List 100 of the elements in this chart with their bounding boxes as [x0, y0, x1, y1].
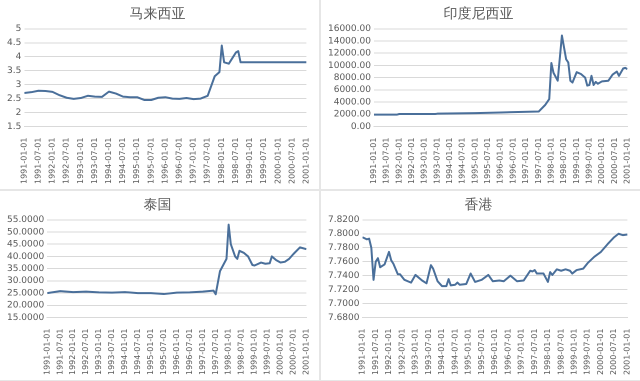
y-tick-label: 16000.00 — [328, 24, 372, 34]
x-tick-label: 1996-07-01 — [503, 328, 512, 376]
x-tick-label: 2001-01-01 — [622, 138, 632, 184]
x-tick-label: 1992-01-01 — [68, 328, 78, 376]
chart-title: 泰国 — [144, 197, 172, 214]
y-tick-label: 55.0000 — [7, 215, 44, 226]
x-tick-label: 1995-01-01 — [146, 328, 155, 376]
y-tick-label: 0.00 — [350, 122, 372, 132]
x-tick-label: 1994-07-01 — [118, 138, 128, 184]
x-tick-label: 1992-07-01 — [397, 328, 406, 376]
y-tick-label: 30.0000 — [7, 276, 44, 286]
x-tick-label: 1993-01-01 — [94, 328, 104, 376]
y-tick-label: 3.5 — [6, 66, 22, 76]
x-tick-label: 1994-07-01 — [458, 138, 467, 184]
x-tick-label: 1997-07-01 — [534, 138, 543, 184]
x-tick-label: 1991-01-01 — [369, 138, 378, 184]
x-tick-label: 1994-01-01 — [120, 328, 130, 376]
x-tick-label: 1993-01-01 — [420, 138, 429, 184]
x-tick-label: 1993-07-01 — [90, 138, 99, 184]
x-tick-label: 1998-07-01 — [230, 138, 240, 184]
chart-title: 香港 — [464, 197, 492, 214]
x-tick-label: 1998-01-01 — [546, 138, 556, 184]
x-tick-label: 1991-01-01 — [42, 328, 52, 376]
x-tick-label: 1998-07-01 — [556, 328, 566, 376]
y-tick-label: 7.7600 — [328, 257, 360, 268]
chart-title: 印度尼西亚 — [444, 6, 514, 22]
x-tick-label: 1992-07-01 — [62, 138, 71, 184]
y-tick-label: 3 — [16, 80, 22, 90]
x-tick-label: 1996-01-01 — [496, 138, 505, 184]
x-tick-label: 1993-07-01 — [432, 138, 442, 184]
x-tick-label: 1995-07-01 — [158, 328, 168, 376]
x-tick-label: 2000-01-01 — [597, 138, 606, 184]
x-tick-label: 2000-01-01 — [596, 328, 605, 376]
x-tick-label: 1999-07-01 — [259, 138, 268, 184]
x-tick-label: 1998-07-01 — [236, 328, 246, 376]
y-tick-label: 2.5 — [6, 94, 22, 104]
x-tick-label: 1994-01-01 — [437, 328, 446, 376]
y-tick-label: 7.6800 — [328, 312, 360, 323]
x-tick-label: 1996-07-01 — [508, 138, 518, 184]
y-tick-label: 7.7400 — [328, 270, 360, 281]
y-tick-label: 4 — [16, 52, 22, 62]
x-tick-label: 1999-07-01 — [584, 138, 594, 184]
y-tick-label: 7.7800 — [328, 243, 360, 254]
x-tick-label: 1999-07-01 — [582, 328, 592, 376]
y-tick-label: 20.0000 — [7, 300, 44, 311]
x-tick-label: 1991-01-01 — [358, 328, 367, 376]
x-tick-label: 1998-01-01 — [224, 328, 233, 376]
x-tick-label: 1997-01-01 — [521, 138, 530, 184]
x-tick-label: 1995-07-01 — [146, 138, 156, 184]
y-tick-label: 25.0000 — [7, 288, 44, 298]
y-tick-label: 10000.00 — [328, 60, 372, 71]
x-tick-label: 1994-01-01 — [445, 138, 454, 184]
y-tick-label: 7.8000 — [328, 229, 360, 240]
x-tick-label: 1999-01-01 — [250, 328, 259, 376]
x-tick-label: 1991-07-01 — [382, 138, 391, 184]
x-tick-label: 1991-01-01 — [19, 138, 28, 184]
x-tick-label: 1995-07-01 — [476, 328, 486, 376]
x-tick-label: 2000-07-01 — [609, 328, 618, 376]
y-tick-label: 1.5 — [6, 122, 22, 132]
x-tick-label: 1992-07-01 — [81, 328, 90, 376]
x-tick-label: 1995-01-01 — [132, 138, 142, 184]
x-tick-label: 1995-07-01 — [483, 138, 492, 184]
x-tick-label: 1996-01-01 — [172, 328, 181, 376]
y-tick-label: 2 — [16, 108, 22, 118]
x-tick-label: 1994-07-01 — [133, 328, 142, 376]
x-tick-label: 1995-01-01 — [464, 328, 473, 376]
x-tick-label: 1993-01-01 — [410, 328, 420, 376]
y-tick-label: 15.0000 — [7, 312, 44, 323]
x-tick-label: 2000-07-01 — [287, 138, 296, 184]
y-tick-label: 8000.00 — [334, 73, 372, 83]
x-tick-label: 1999-01-01 — [572, 138, 581, 184]
x-tick-label: 1999-01-01 — [245, 138, 254, 184]
y-tick-label: 4.5 — [6, 38, 22, 48]
y-tick-label: 7.8200 — [328, 215, 360, 226]
x-tick-label: 1997-07-01 — [210, 328, 220, 376]
x-tick-label: 1997-01-01 — [188, 138, 198, 184]
y-tick-label: 5 — [16, 24, 22, 34]
y-tick-label: 12000.00 — [328, 48, 372, 59]
x-tick-label: 1993-07-01 — [424, 328, 433, 376]
y-tick-label: 35.0000 — [7, 264, 44, 274]
x-tick-label: 2001-01-01 — [301, 328, 310, 376]
x-tick-label: 1991-07-01 — [33, 138, 42, 184]
x-tick-label: 1992-01-01 — [384, 328, 394, 376]
x-tick-label: 2000-01-01 — [273, 138, 282, 184]
x-tick-label: 1996-01-01 — [160, 138, 170, 184]
x-tick-label: 1993-07-01 — [107, 328, 116, 376]
x-tick-label: 1994-07-01 — [450, 328, 460, 376]
x-tick-label: 1997-07-01 — [530, 328, 539, 376]
x-tick-label: 1991-07-01 — [370, 328, 380, 376]
x-tick-label: 1992-01-01 — [394, 138, 404, 184]
x-tick-label: 1993-01-01 — [76, 138, 85, 184]
x-tick-label: 1996-01-01 — [490, 328, 500, 376]
x-tick-label: 2000-07-01 — [288, 328, 298, 376]
x-tick-label: 1994-01-01 — [104, 138, 114, 184]
x-tick-label: 2001-01-01 — [301, 138, 310, 184]
x-tick-label: 1997-01-01 — [198, 328, 207, 376]
y-tick-label: 6000.00 — [334, 85, 372, 96]
x-tick-label: 1992-01-01 — [48, 138, 57, 184]
x-tick-label: 1996-07-01 — [184, 328, 194, 376]
x-tick-label: 2000-01-01 — [276, 328, 285, 376]
